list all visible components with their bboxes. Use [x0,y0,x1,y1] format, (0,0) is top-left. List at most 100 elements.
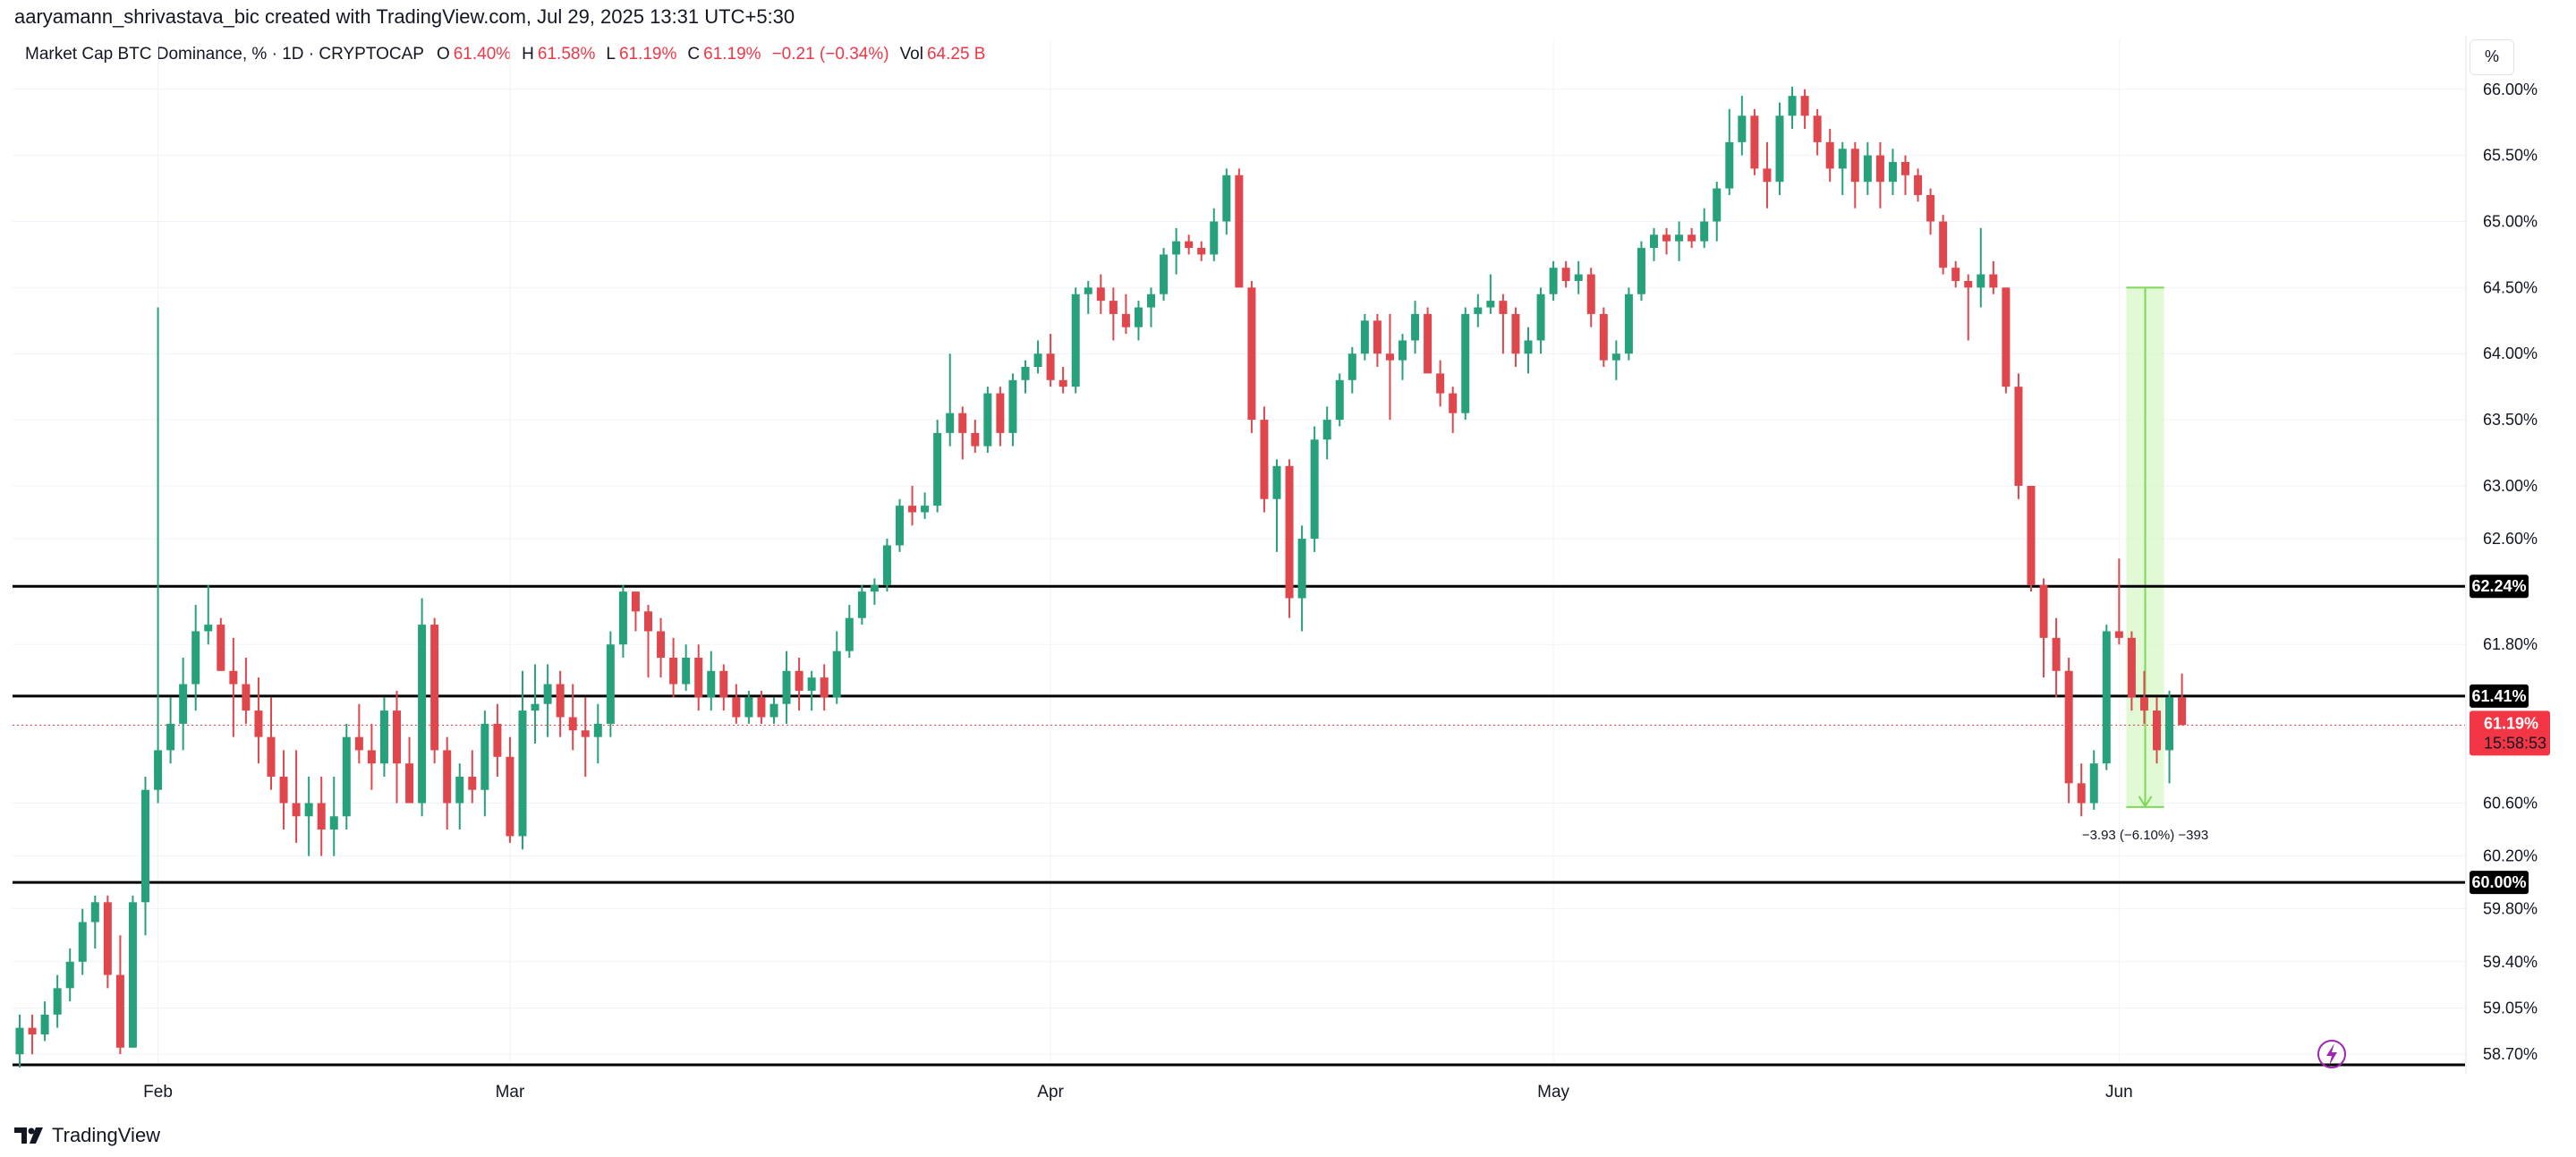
open-key: O [436,45,450,64]
candle-body [908,506,917,513]
candle-body [795,670,803,691]
candle-body [1134,307,1143,328]
candle-body [141,789,149,903]
candle-body [744,697,753,718]
candle-body [2039,584,2048,638]
candle-body [342,736,351,817]
level-price-tag [2470,684,2529,708]
candle-body [1160,254,1169,294]
candle-body [1348,353,1356,380]
x-tick-label: Mar [496,1083,525,1102]
candle-body [90,902,99,923]
candle-body [1385,353,1394,361]
candle-body [1449,393,1458,413]
level-price-label: 62.24% [2471,577,2526,595]
candle-body [267,736,276,777]
current-price-tag [2470,710,2550,756]
volume-key: Vol [899,45,923,64]
candle-body [1775,115,1784,183]
high-value: 61.58% [537,45,596,64]
candle-body [1586,274,1595,314]
candle-body [543,684,552,704]
candle-body [2002,287,2011,387]
candle-body [1888,162,1897,183]
chart-attribution: aaryamann_shrivastava_bic created with T… [14,5,795,28]
candle-body [556,684,565,718]
candle-body [1977,274,1985,288]
candle-body [166,723,175,751]
candle-body [367,750,376,764]
candle-body [531,703,540,711]
close-key: C [687,45,701,64]
candle-body [1901,162,1909,175]
symbol-name[interactable]: Market Cap BTC Dominance, % · 1D · CRYPT… [25,45,424,64]
candle-body [1411,313,1420,341]
candle-body [1322,420,1331,440]
candle-body [782,670,791,704]
candle-body [2153,710,2161,751]
candle-body [921,506,930,513]
candle-body [757,697,766,718]
y-tick-label: 66.00% [2483,81,2538,98]
level-price-tag [2470,574,2529,599]
low-key: L [606,45,616,64]
candle-body [1624,294,1633,354]
y-tick-label: 59.40% [2483,953,2538,971]
candlestick-series [15,86,2187,1068]
candle-body [1486,301,1495,308]
candle-body [191,631,200,685]
candle-body [1272,465,1281,499]
candle-body [1549,268,1558,294]
candle-body [1021,367,1030,380]
candle-body [644,611,652,632]
candle-body [78,922,87,962]
candle-body [2052,637,2061,671]
candle-body [694,658,703,698]
candle-body [154,750,163,790]
measure-label: −3.93 (−6.10%) −393 [2082,828,2208,843]
lightning-icon[interactable] [2317,1040,2346,1068]
tradingview-brand: TradingView [52,1124,161,1146]
candle-body [1813,115,1822,142]
candle-body [882,545,891,585]
candle-body [2165,697,2174,751]
candle-body [732,697,741,718]
candle-body [493,723,502,757]
candle-body [1109,301,1118,314]
candle-body [1058,379,1067,387]
candle-body [593,723,602,737]
candle-body [845,617,854,651]
candle-body [1951,268,1960,281]
y-tick-label: 64.00% [2483,345,2538,362]
candle-body [28,1027,37,1035]
candle-body [996,393,1005,433]
candle-body [2102,631,2111,764]
candle-body [329,816,338,830]
candle-body [1536,294,1545,341]
candle-body [128,902,137,1048]
candle-body [946,413,955,433]
percent-scale-button[interactable]: % [2470,39,2514,75]
candle-body [1825,141,1834,169]
candle-body [1210,221,1219,255]
candle-body [1008,379,1017,433]
candle-body [430,625,439,751]
price-axis[interactable]: 66.00% 65.50% 65.00% 64.50% 64.00% 63.50% 63.0… [2483,81,2538,1063]
measure-arrow-head [2138,795,2153,808]
candle-body [820,677,829,698]
time-axis[interactable]: FebMarAprMayJunJulAug [143,1083,2576,1102]
y-tick-label: 59.05% [2483,999,2538,1017]
candle-body [1725,141,1734,189]
candle-body [1185,241,1194,249]
y-tick-label: 62.60% [2483,530,2538,548]
y-tick-label: 63.50% [2483,411,2538,429]
candle-body [304,803,313,817]
tradingview-logo[interactable]: TradingView [14,1124,160,1147]
price-range-measure: −3.93 (−6.10%) −393 [2082,286,2208,843]
candle-body [53,988,62,1015]
candle-body [1675,234,1684,242]
volume-value: 64.25 B [926,45,986,64]
candle-body [354,736,363,751]
candle-body [1939,221,1948,268]
